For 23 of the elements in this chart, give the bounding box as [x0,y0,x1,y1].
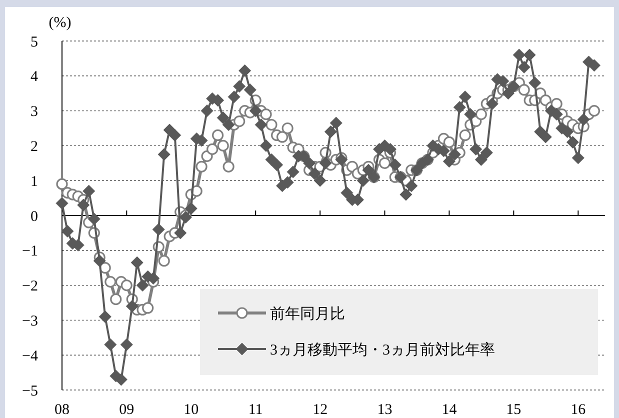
y-tick-label: −2 [22,278,38,295]
y-axis-title: (%) [48,15,72,31]
y-tick-label: 5 [30,34,38,50]
y-tick-label: −1 [22,244,38,260]
x-tick-label: 13 [377,402,392,418]
legend-label: 3ヵ月移動平均・3ヵ月前対比年率 [270,341,495,358]
x-tick-label: 12 [312,402,328,418]
y-tick-label: −4 [22,348,38,364]
x-tick-label: 09 [119,402,134,418]
y-tick-label: 4 [30,69,38,86]
x-tick-label: 14 [442,402,458,418]
y-tick-label: 2 [30,138,38,155]
x-tick-label: 15 [506,402,522,418]
x-tick-label: 08 [54,402,70,418]
y-tick-label: 0 [30,208,38,225]
y-tick-label: −5 [22,383,38,400]
x-tick-label: 16 [570,402,586,418]
y-tick-label: 1 [30,174,38,190]
legend-label: 前年同月比 [270,305,345,322]
x-tick-label: 10 [184,402,199,418]
y-tick-label: 3 [30,104,38,120]
y-tick-label: −3 [22,313,38,330]
x-tick-label: 11 [248,402,263,418]
